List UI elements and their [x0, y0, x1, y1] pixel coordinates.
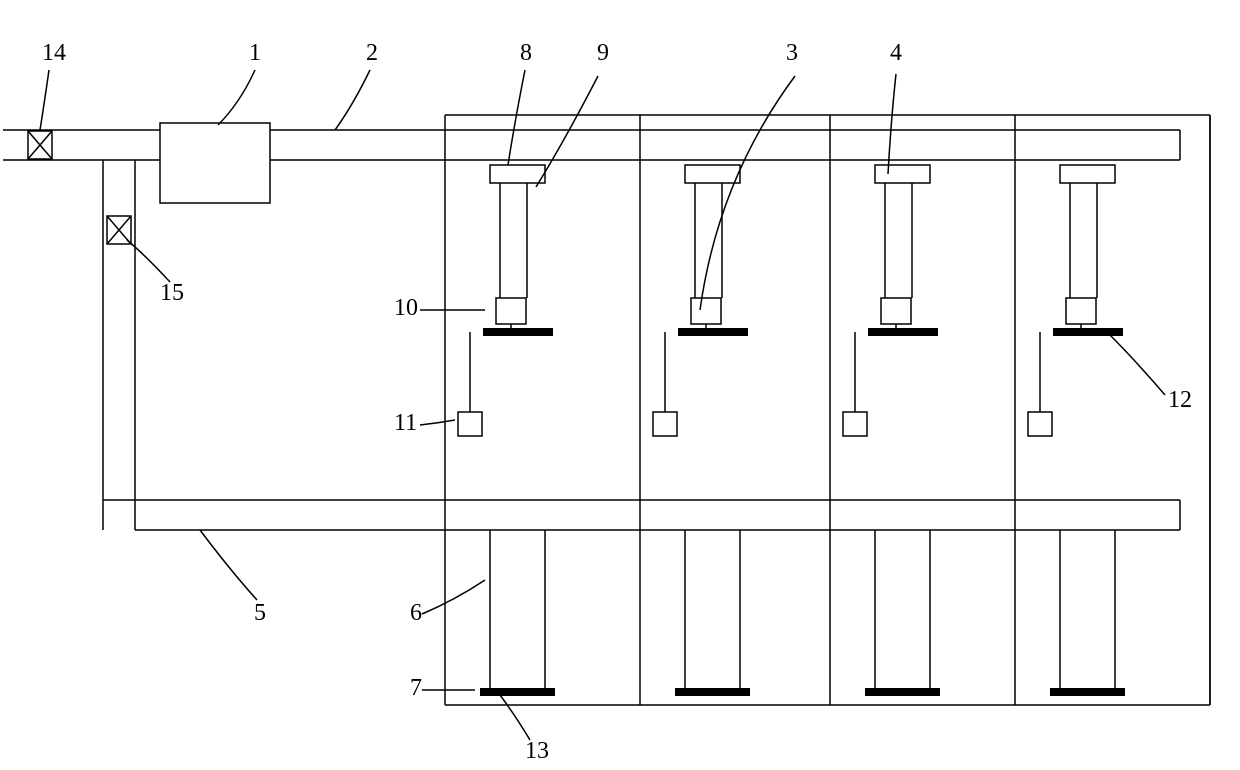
svg-text:7: 7 — [410, 675, 422, 701]
svg-text:1: 1 — [249, 40, 261, 66]
svg-text:6: 6 — [410, 600, 422, 626]
svg-text:15: 15 — [160, 280, 184, 306]
svg-text:2: 2 — [366, 40, 378, 66]
svg-text:5: 5 — [254, 600, 266, 626]
svg-text:8: 8 — [520, 40, 532, 66]
svg-text:4: 4 — [890, 40, 902, 66]
svg-text:9: 9 — [597, 40, 609, 66]
svg-text:12: 12 — [1168, 387, 1192, 413]
svg-text:14: 14 — [42, 40, 66, 66]
svg-text:3: 3 — [786, 40, 798, 66]
svg-text:10: 10 — [394, 295, 418, 321]
svg-text:11: 11 — [394, 410, 417, 436]
svg-text:13: 13 — [525, 738, 549, 764]
